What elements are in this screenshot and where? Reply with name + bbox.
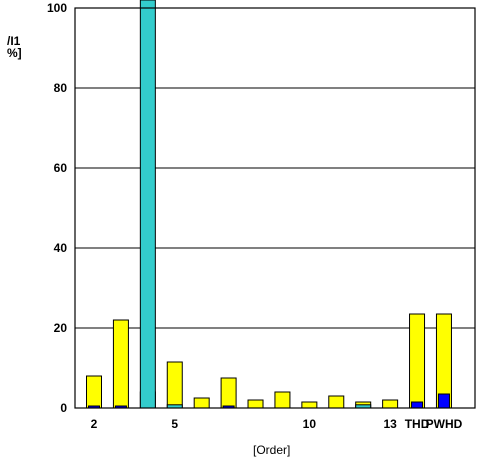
bar-yellow-slot-7 bbox=[247, 399, 264, 408]
y-tick-label-0: 0 bbox=[60, 401, 67, 415]
y-tick-label-20: 20 bbox=[54, 321, 68, 335]
bar-yellow-slot-12 bbox=[382, 399, 399, 408]
x-tick-label-2: 2 bbox=[91, 417, 98, 431]
bar-yellow-slot-6 bbox=[220, 377, 237, 408]
bar-yellow-slot-9 bbox=[301, 401, 318, 408]
y-axis-label-line-2: %] bbox=[7, 46, 22, 60]
bar-yellow-slot-4 bbox=[166, 361, 183, 408]
x-axis-label: [Order] bbox=[253, 443, 291, 457]
bar-yellow-slot-14 bbox=[435, 313, 452, 408]
bar-cyan-slot-3 bbox=[139, 0, 156, 408]
x-tick-label-THD: THD bbox=[405, 417, 430, 431]
x-tick-label-5: 5 bbox=[171, 417, 178, 431]
bar-yellow-slot-10 bbox=[328, 395, 345, 408]
bar-yellow-slot-13 bbox=[409, 313, 426, 408]
x-tick-label-PWHD: PWHD bbox=[426, 417, 463, 431]
bar-blue-slot-14 bbox=[437, 393, 450, 409]
bar-blue-slot-13 bbox=[411, 401, 424, 409]
x-tick-label-13: 13 bbox=[383, 417, 397, 431]
bar-yellow-slot-2 bbox=[112, 319, 129, 408]
plot-frame bbox=[74, 7, 476, 409]
y-tick-label-40: 40 bbox=[54, 241, 68, 255]
bar-yellow-slot-1 bbox=[86, 375, 102, 408]
bar-yellow-slot-8 bbox=[274, 391, 291, 408]
x-tick-label-10: 10 bbox=[303, 417, 317, 431]
y-tick-label-60: 60 bbox=[54, 161, 68, 175]
y-tick-label-80: 80 bbox=[54, 81, 68, 95]
bar-yellow-slot-5 bbox=[193, 397, 210, 408]
y-axis-label-line-1: /I1 bbox=[7, 34, 21, 48]
y-tick-label-100: 100 bbox=[47, 1, 67, 15]
